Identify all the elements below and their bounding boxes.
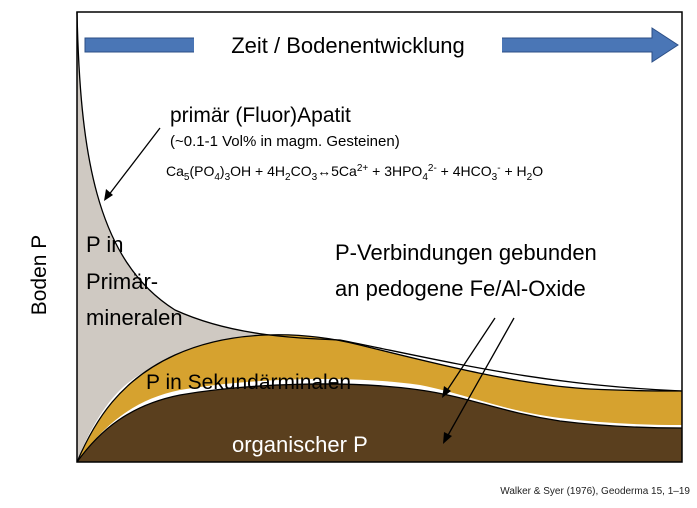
apatite-pointer-arrowhead [104, 189, 113, 201]
organic-label: organischer P [232, 432, 368, 457]
secondary-boundary [76, 334, 683, 463]
time-arrow-label-bg [194, 27, 502, 63]
fe-al-pointer-arrow-2 [446, 317, 515, 438]
primary-label-line3: mineralen [86, 305, 183, 330]
fe-al-pointer-arrowhead-1 [442, 386, 451, 398]
region-organic-p [77, 383, 682, 462]
primary-decay-curve [76, 11, 683, 392]
organic-boundary [76, 383, 683, 463]
apatite-pointer-arrow [107, 127, 161, 197]
secondary-label: P in Sekundärminalen [146, 371, 351, 394]
apatite-title: primär (Fluor)Apatit [170, 104, 351, 127]
fe-al-pointer-arrow-1 [445, 317, 496, 393]
y-axis-label: Boden P [28, 235, 51, 316]
diagram-frame [76, 11, 683, 463]
primary-label-line1: P in [86, 232, 124, 257]
fe-al-pointer-arrowhead-2 [443, 432, 452, 444]
region-primary-minerals [77, 12, 340, 462]
apatite-note: (~0.1-1 Vol% in magm. Gesteinen) [170, 133, 400, 150]
fe-al-label-line1: P-Verbindungen gebunden [335, 240, 597, 265]
time-arrow-label: Zeit / Bodenentwicklung [231, 33, 465, 58]
citation: Walker & Syer (1976), Geoderma 15, 1–19 [500, 486, 690, 497]
region-secondary-minerals [77, 334, 682, 462]
fe-al-label-line2: an pedogene Fe/Al-Oxide [335, 276, 586, 301]
primary-label-line2: Primär- [86, 269, 158, 294]
apatite-equation: Ca5(PO4)3OH + 4H2CO3↔5Ca2+ + 3HPO42- + 4… [166, 163, 543, 183]
